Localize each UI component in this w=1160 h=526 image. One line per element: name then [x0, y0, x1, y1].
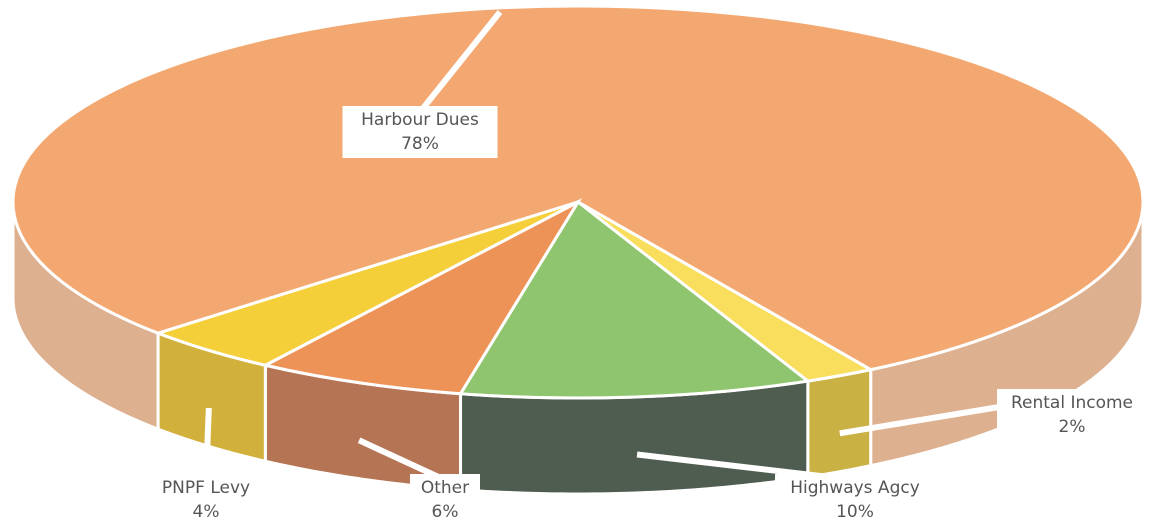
category-label: Highways Agcy: [790, 478, 920, 498]
category-label: Other: [421, 478, 469, 498]
label-box: [151, 474, 261, 526]
slice: [153, 200, 579, 367]
leader-line: [203, 407, 212, 481]
label-box: [775, 474, 935, 526]
slice-side: [806, 367, 873, 479]
label-box: [997, 389, 1147, 441]
value-label: 10%: [836, 502, 874, 522]
value-label: 78%: [401, 134, 439, 154]
slice: [457, 199, 812, 400]
label-box: [410, 474, 480, 526]
category-label: Harbour Dues: [361, 110, 479, 130]
leader-line: [357, 437, 447, 483]
label-box: [342, 106, 498, 158]
category-label: Rental Income: [1011, 393, 1133, 413]
value-label: 4%: [193, 502, 220, 522]
value-label: 6%: [432, 502, 459, 522]
value-label: 2%: [1059, 417, 1086, 437]
leader-line: [417, 10, 503, 114]
slice: [261, 198, 583, 396]
slice: [11, 4, 1145, 372]
category-label: PNPF Levy: [162, 478, 250, 498]
